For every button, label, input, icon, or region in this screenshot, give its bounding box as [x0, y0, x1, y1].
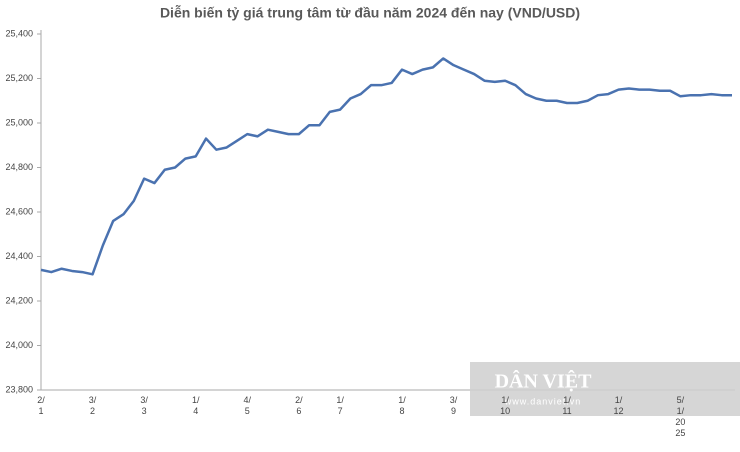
- y-tick-label: 24,200: [5, 295, 33, 305]
- x-tick-label: 2/6: [295, 395, 303, 416]
- x-tick-label: 1/4: [192, 395, 200, 416]
- y-tick-label: 25,000: [5, 117, 33, 127]
- chart-title: Diễn biến tỷ giá trung tâm từ đầu năm 20…: [160, 5, 580, 21]
- x-tick-label: 1/8: [398, 395, 406, 416]
- x-tick-label: 4/5: [244, 395, 252, 416]
- x-tick-label: 3/3: [140, 395, 148, 416]
- x-tick-label: 3/9: [450, 395, 458, 416]
- y-tick-label: 24,000: [5, 340, 33, 350]
- x-tick-label: 1/7: [336, 395, 344, 416]
- y-tick-label: 24,800: [5, 162, 33, 172]
- watermark-url: www.danviet.vn: [504, 396, 582, 406]
- x-tick-label: 1/11: [562, 395, 571, 416]
- watermark: DÂN VIỆT www.danviet.vn: [470, 362, 740, 416]
- data-line: [40, 57, 732, 276]
- y-tick-label: 23,800: [5, 384, 33, 394]
- y-tick-label: 24,600: [5, 206, 33, 216]
- x-tick-label: 1/10: [500, 395, 510, 416]
- watermark-box: [470, 362, 740, 416]
- y-tick-label: 24,400: [5, 251, 33, 261]
- watermark-brand: DÂN VIỆT: [495, 369, 593, 393]
- x-tick-label: 3/2: [89, 395, 97, 416]
- y-tick-label: 25,400: [5, 28, 33, 38]
- x-tick-label: 1/12: [614, 395, 624, 416]
- y-tick-label: 25,200: [5, 73, 33, 83]
- x-tick-label: 5/1/20 25: [675, 395, 685, 438]
- x-tick-label: 2/1: [37, 395, 45, 416]
